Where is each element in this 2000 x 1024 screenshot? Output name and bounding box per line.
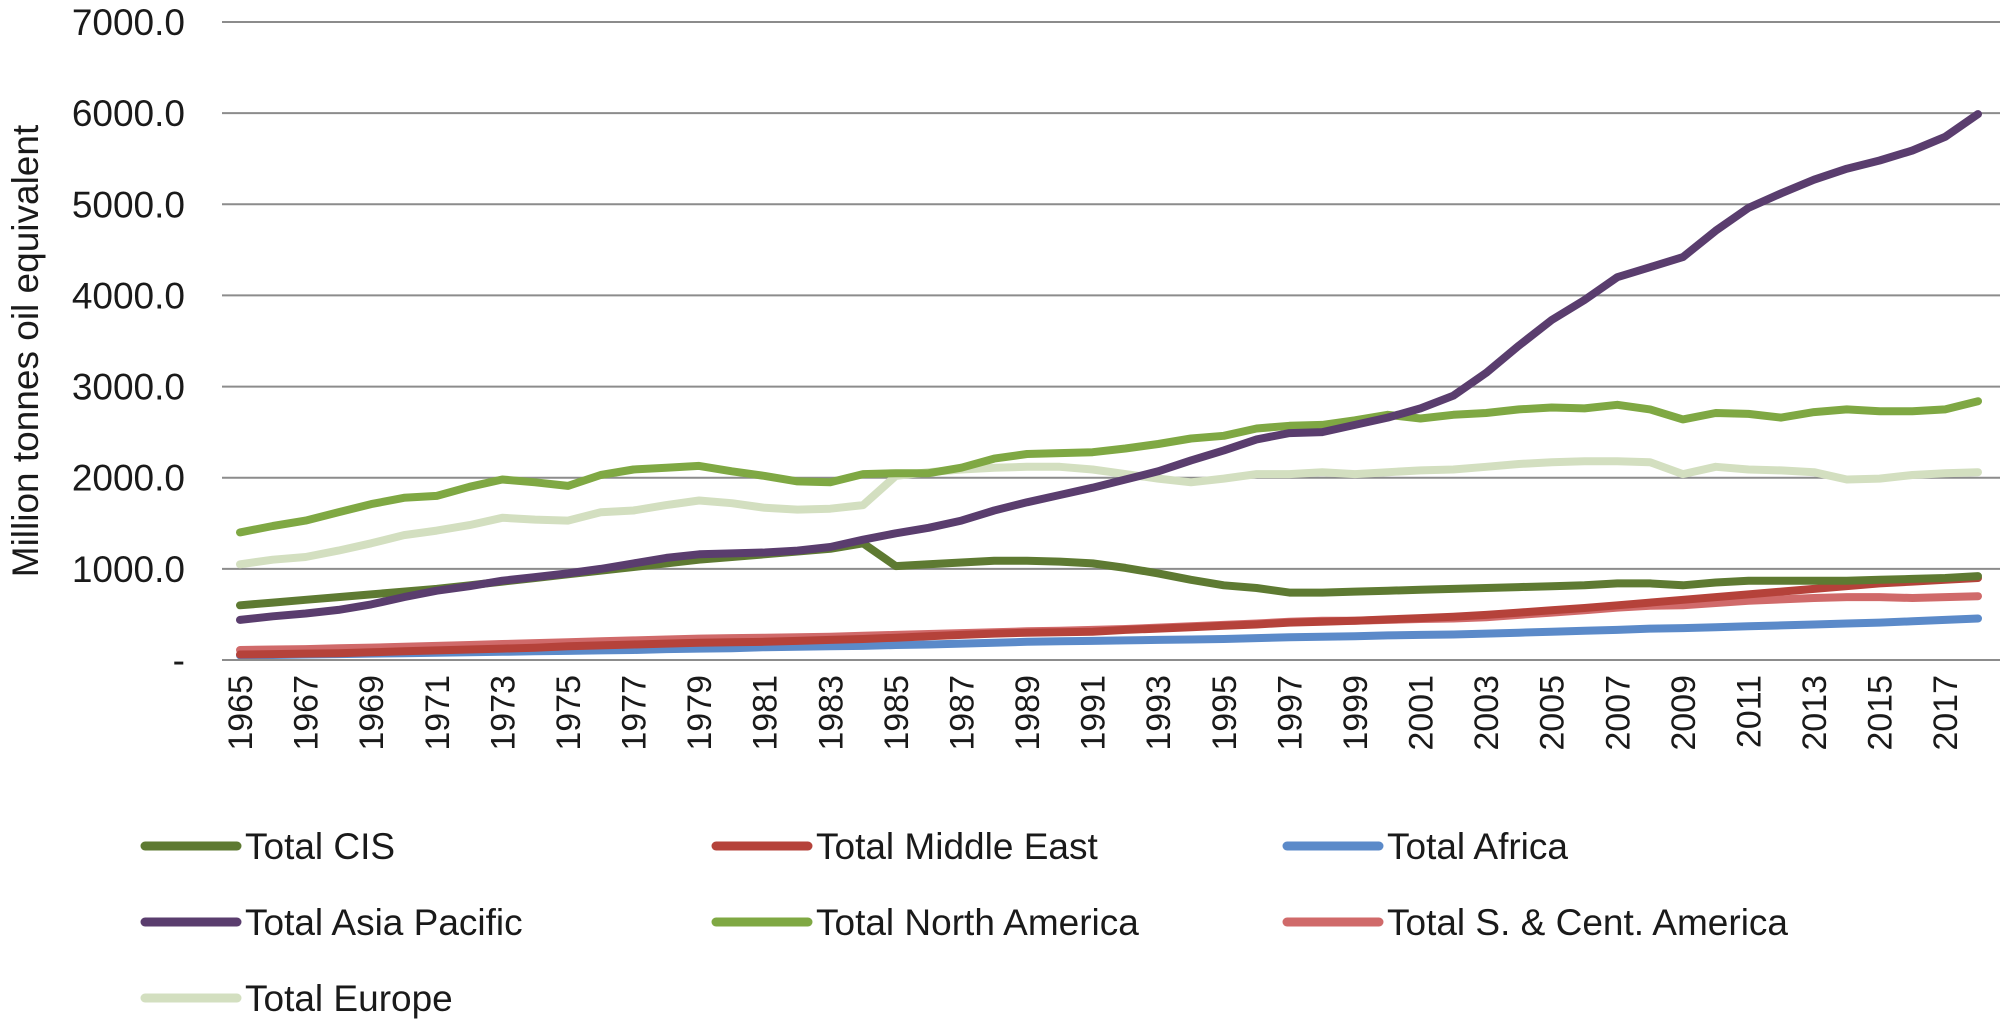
- legend-item: Total CIS: [140, 826, 395, 867]
- legend-label: Total Asia Pacific: [245, 902, 523, 943]
- x-tick-label: 1999: [1337, 675, 1375, 751]
- x-tick-label: 2007: [1599, 675, 1637, 751]
- y-tick-label: 5000.0: [72, 184, 185, 225]
- x-tick-label: 2009: [1665, 675, 1703, 751]
- x-tick-label: 2015: [1862, 675, 1900, 751]
- x-tick-label: 1991: [1075, 675, 1113, 751]
- series-line-total-europe: [236, 457, 1982, 569]
- y-tick-label: 3000.0: [72, 367, 185, 408]
- y-axis-ticks: - 1000.0 2000.0 3000.0 4000.0 5000.0 6000.0 700…: [72, 2, 185, 681]
- x-tick-label: 1983: [812, 675, 850, 751]
- y-tick-label: -: [173, 640, 185, 681]
- x-tick-label: 2013: [1796, 675, 1834, 751]
- legend-item: Total Asia Pacific: [140, 902, 523, 943]
- y-tick-label: 7000.0: [72, 2, 185, 43]
- series-line-total-north-america: [236, 397, 1982, 537]
- x-tick-label: 1995: [1206, 675, 1244, 751]
- legend-item: Total Africa: [1282, 826, 1568, 867]
- y-axis-title: Million tonnes oil equivalent: [5, 124, 46, 577]
- x-tick-label: 2001: [1403, 675, 1441, 751]
- x-tick-label: 1971: [419, 675, 457, 751]
- x-tick-label: 2017: [1927, 675, 1965, 751]
- legend-label: Total Europe: [245, 978, 453, 1019]
- y-tick-label: 2000.0: [72, 458, 185, 499]
- x-tick-label: 1981: [747, 675, 785, 751]
- x-tick-label: 1965: [222, 675, 260, 751]
- x-axis-ticks: 1965 1967 1969 1971 1973 1975 1977 1979 1981 1983…: [222, 675, 1965, 751]
- series-line-total-asia-pacific: [236, 110, 1982, 624]
- legend: Total CIS Total Middle East Total Africa To…: [140, 826, 1788, 1019]
- legend-item: Total Middle East: [711, 826, 1098, 867]
- x-tick-label: 1997: [1271, 675, 1309, 751]
- x-tick-label: 2003: [1468, 675, 1506, 751]
- series-line-total-middle-east: [236, 574, 1982, 659]
- y-tick-label: 6000.0: [72, 93, 185, 134]
- x-tick-label: 1975: [550, 675, 588, 751]
- series-lines: [236, 110, 1982, 660]
- x-tick-label: 1985: [878, 675, 916, 751]
- x-tick-label: 2011: [1730, 675, 1768, 748]
- x-tick-label: 1973: [484, 675, 522, 751]
- legend-label: Total Middle East: [816, 826, 1098, 867]
- legend-item: Total North America: [711, 902, 1139, 943]
- x-tick-label: 1989: [1009, 675, 1047, 751]
- legend-label: Total S. & Cent. America: [1387, 902, 1788, 943]
- x-tick-label: 1967: [288, 675, 326, 751]
- x-tick-label: 1969: [353, 675, 391, 751]
- legend-item: Total Europe: [140, 978, 453, 1019]
- x-tick-label: 2005: [1534, 675, 1572, 751]
- y-tick-label: 1000.0: [72, 549, 185, 590]
- legend-label: Total Africa: [1387, 826, 1568, 867]
- legend-label: Total CIS: [245, 826, 395, 867]
- y-tick-label: 4000.0: [72, 275, 185, 316]
- legend-item: Total S. & Cent. America: [1282, 902, 1788, 943]
- x-tick-label: 1993: [1140, 675, 1178, 751]
- x-tick-label: 1977: [616, 675, 654, 751]
- legend-label: Total North America: [816, 902, 1139, 943]
- x-tick-label: 1987: [943, 675, 981, 751]
- x-tick-label: 1979: [681, 675, 719, 751]
